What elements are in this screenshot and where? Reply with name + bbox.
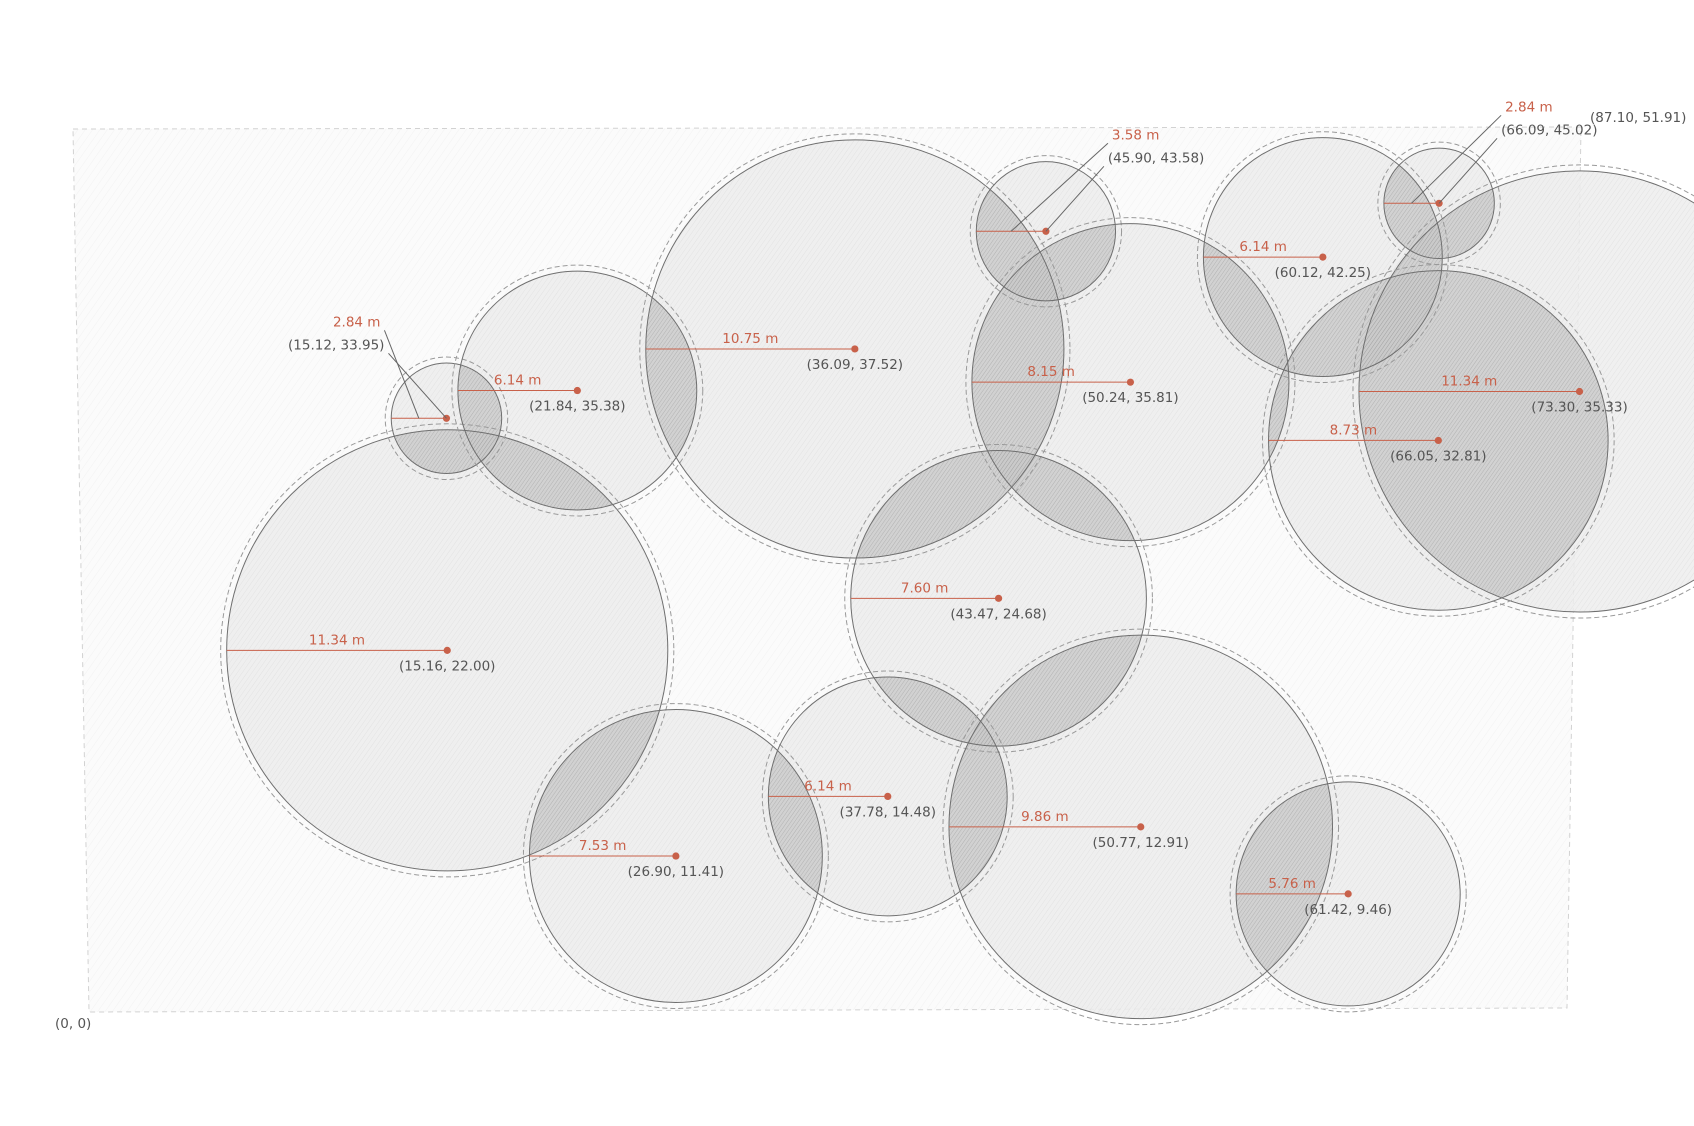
origin-corner-label: (0, 0) bbox=[55, 1016, 91, 1032]
center-point bbox=[851, 345, 859, 353]
circle-clearance-ring bbox=[220, 423, 675, 878]
center-point bbox=[1434, 436, 1442, 445]
circle-clearance-ring bbox=[384, 356, 509, 481]
center-point bbox=[884, 792, 892, 800]
center-point bbox=[1575, 387, 1584, 396]
radius-label: 7.60 m bbox=[901, 580, 949, 596]
center-point bbox=[1319, 253, 1327, 261]
overlap-region bbox=[948, 635, 1147, 747]
radius-label: 9.86 m bbox=[1021, 809, 1069, 825]
center-point bbox=[1126, 378, 1135, 386]
overlap-regions bbox=[391, 148, 1609, 1006]
center-coordinate-label: (73.30, 35.33) bbox=[1531, 399, 1627, 415]
center-coordinate-label: (50.77, 12.91) bbox=[1093, 835, 1189, 851]
radius-label: 11.34 m bbox=[1441, 373, 1497, 389]
center-coordinate-label: (26.90, 11.41) bbox=[628, 864, 724, 880]
circle-outline bbox=[971, 223, 1290, 542]
radius-label: 6.14 m bbox=[1239, 239, 1287, 255]
leader-line bbox=[1010, 142, 1109, 232]
radius-label: 5.76 m bbox=[1268, 876, 1316, 892]
center-point bbox=[1344, 890, 1352, 898]
center-coordinate-label: (66.05, 32.81) bbox=[1390, 448, 1486, 464]
center-point bbox=[573, 386, 581, 395]
circle-clearance-ring bbox=[522, 703, 829, 1009]
leader-line bbox=[383, 330, 420, 419]
center-point bbox=[672, 852, 680, 860]
center-coordinate-label: (66.09, 45.02) bbox=[1501, 122, 1597, 138]
radius-label: 6.14 m bbox=[494, 373, 542, 389]
center-coordinate-label: (50.24, 35.81) bbox=[1082, 390, 1178, 406]
radius-label: 2.84 m bbox=[1505, 99, 1553, 115]
circle-clearance-ring bbox=[1262, 264, 1615, 617]
leader-line bbox=[1045, 165, 1105, 232]
circle-clearance-ring bbox=[761, 670, 1014, 923]
center-coordinate-label: (43.47, 24.68) bbox=[950, 606, 1046, 622]
radius-label: 11.34 m bbox=[309, 632, 365, 648]
center-coordinate-label: (15.12, 33.95) bbox=[288, 337, 384, 353]
radius-label: 3.58 m bbox=[1112, 127, 1160, 143]
radius-label: 8.15 m bbox=[1027, 364, 1075, 380]
circle-clearance-ring bbox=[1196, 131, 1449, 384]
center-coordinate-label: (45.90, 43.58) bbox=[1108, 150, 1204, 166]
center-coordinate-label: (15.16, 22.00) bbox=[399, 658, 495, 674]
radius-label: 6.14 m bbox=[804, 778, 852, 794]
circle-clearance-ring bbox=[942, 628, 1340, 1026]
center-point bbox=[994, 594, 1003, 602]
circle-clearance-ring bbox=[451, 264, 704, 517]
leader-line bbox=[1411, 114, 1502, 204]
center-point bbox=[443, 646, 451, 654]
radius-label: 7.53 m bbox=[579, 838, 627, 854]
center-coordinate-label: (61.42, 9.46) bbox=[1304, 902, 1392, 918]
leader-line bbox=[1438, 137, 1498, 204]
radius-label: 2.84 m bbox=[333, 314, 381, 330]
center-point bbox=[1137, 823, 1145, 831]
extent-corner-label: (87.10, 51.91) bbox=[1590, 110, 1686, 126]
circle-clearance-ring bbox=[965, 217, 1296, 548]
radius-label: 10.75 m bbox=[722, 331, 778, 347]
circle-outline bbox=[457, 270, 698, 511]
overlap-region bbox=[1203, 223, 1289, 377]
overlap-region bbox=[850, 450, 1064, 559]
center-coordinate-label: (37.78, 14.48) bbox=[840, 804, 936, 820]
radius-label: 8.73 m bbox=[1330, 422, 1378, 438]
circle-clearance-ring bbox=[1229, 775, 1467, 1013]
overlap-region bbox=[529, 709, 668, 871]
center-coordinate-label: (21.84, 35.38) bbox=[529, 399, 625, 415]
center-coordinate-label: (36.09, 37.52) bbox=[807, 357, 903, 373]
circle-clearance-ring bbox=[969, 155, 1123, 308]
center-coordinate-label: (60.12, 42.25) bbox=[1275, 265, 1371, 281]
circle-annotations: 11.34 m (15.16, 22.00) (15.12, 33.95) 2.84 … bbox=[226, 99, 1628, 918]
overlap-region bbox=[971, 450, 1147, 541]
overlap-region bbox=[1268, 270, 1443, 377]
circle-clearance-ring bbox=[1352, 164, 1694, 619]
